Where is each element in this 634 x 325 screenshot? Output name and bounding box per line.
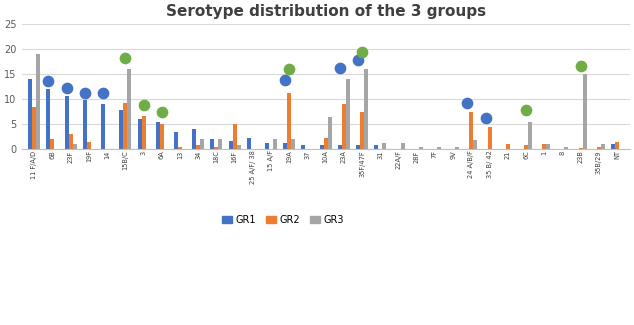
Bar [338,145,342,149]
Bar [83,100,87,149]
Bar [178,147,182,149]
Point [481,116,491,121]
Bar [469,112,474,149]
Bar [283,143,287,149]
Bar [418,147,423,149]
Bar [200,139,204,149]
Point [357,49,367,55]
Bar [364,69,368,149]
Bar [488,127,491,149]
Point [521,107,531,112]
Bar [356,145,360,149]
Point [43,78,53,84]
Bar [287,93,291,149]
Point [61,85,72,90]
Bar [236,145,241,149]
Legend: GR1, GR2, GR3: GR1, GR2, GR3 [218,211,348,229]
Point [98,91,108,96]
Bar [346,79,350,149]
Point [80,91,90,96]
Bar [579,148,583,149]
Point [157,110,167,115]
Bar [247,138,251,149]
Bar [36,54,41,149]
Bar [474,140,477,149]
Bar [320,145,324,149]
Bar [124,103,127,149]
Bar [218,139,223,149]
Bar [127,69,131,149]
Bar [174,132,178,149]
Bar [87,142,91,149]
Bar [342,104,346,149]
Bar [68,134,73,149]
Bar [73,144,77,149]
Bar [324,137,328,149]
Bar [611,144,615,149]
Bar [542,144,547,149]
Bar [583,74,586,149]
Bar [437,147,441,149]
Bar [229,140,233,149]
Bar [360,112,364,149]
Bar [615,142,619,149]
Bar [547,144,550,149]
Bar [32,107,36,149]
Bar [401,143,404,149]
Bar [233,124,236,149]
Bar [138,119,141,149]
Bar [328,117,332,149]
Bar [273,139,277,149]
Bar [196,145,200,149]
Bar [65,96,68,149]
Bar [119,110,124,149]
Bar [160,124,164,149]
Point [284,67,294,72]
Bar [141,116,146,149]
Bar [524,145,528,149]
Bar [101,104,105,149]
Point [138,102,148,107]
Bar [156,122,160,149]
Bar [564,147,569,149]
Point [353,58,363,63]
Bar [601,144,605,149]
Bar [455,147,459,149]
Bar [51,139,55,149]
Bar [382,143,386,149]
Bar [46,89,51,149]
Bar [301,145,306,149]
Bar [597,147,601,149]
Point [462,100,472,105]
Point [280,78,290,83]
Point [335,66,345,71]
Bar [374,145,378,149]
Bar [506,144,510,149]
Bar [528,122,532,149]
Bar [192,129,196,149]
Bar [29,79,32,149]
Point [120,56,131,61]
Title: Serotype distribution of the 3 groups: Serotype distribution of the 3 groups [165,4,486,19]
Bar [265,143,269,149]
Bar [214,147,218,149]
Bar [291,139,295,149]
Bar [210,139,214,149]
Point [576,63,586,69]
